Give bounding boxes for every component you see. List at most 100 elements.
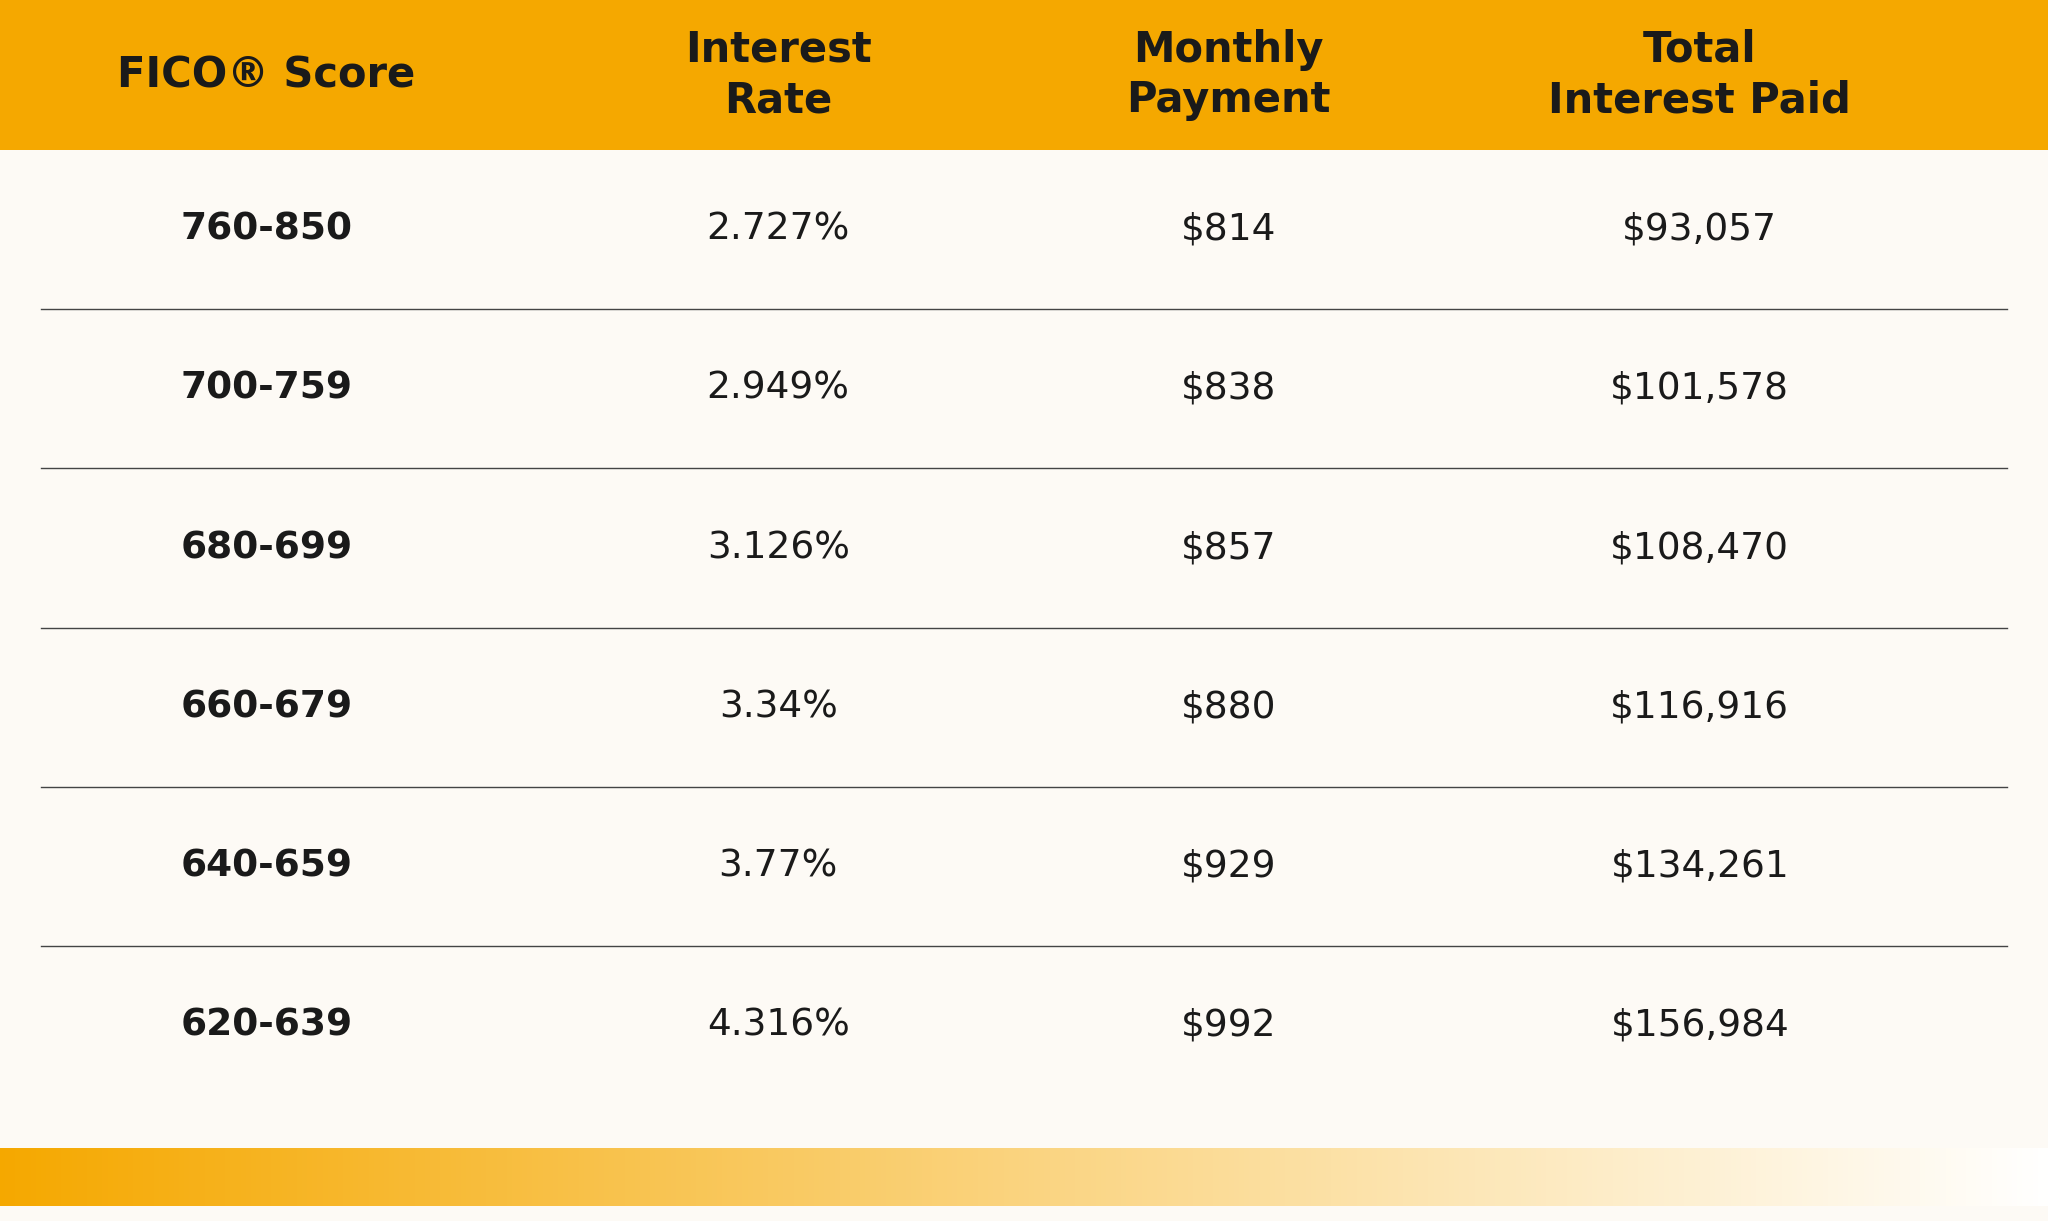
Bar	[737, 1148, 741, 1206]
Bar	[993, 1148, 999, 1206]
Bar	[870, 1148, 877, 1206]
Bar	[528, 1148, 532, 1206]
Bar	[946, 1148, 952, 1206]
Bar	[733, 1148, 737, 1206]
Bar	[236, 1148, 242, 1206]
Bar	[1704, 1148, 1710, 1206]
Bar	[1368, 1148, 1372, 1206]
Bar	[645, 1148, 651, 1206]
Bar	[20, 1148, 25, 1206]
Bar	[1356, 1148, 1362, 1206]
Bar	[1130, 1148, 1137, 1206]
Bar	[16, 1148, 20, 1206]
Bar	[1014, 1148, 1020, 1206]
Bar	[604, 1148, 610, 1206]
Bar	[1894, 1148, 1901, 1206]
Bar	[1505, 1148, 1509, 1206]
Bar	[1260, 1148, 1264, 1206]
Bar	[1372, 1148, 1376, 1206]
Bar	[979, 1148, 983, 1206]
Bar	[184, 1148, 188, 1206]
Bar	[758, 1148, 762, 1206]
Bar	[1198, 1148, 1202, 1206]
Bar	[461, 1148, 467, 1206]
Bar	[1720, 1148, 1724, 1206]
Bar	[250, 1148, 256, 1206]
Bar	[98, 1148, 102, 1206]
Text: 4.316%: 4.316%	[707, 1007, 850, 1044]
Bar	[1122, 1148, 1126, 1206]
Bar	[51, 1148, 57, 1206]
Bar	[1038, 1148, 1044, 1206]
Bar	[1450, 1148, 1454, 1206]
Bar	[1376, 1148, 1382, 1206]
Bar	[1020, 1148, 1024, 1206]
Bar	[659, 1148, 666, 1206]
Bar	[1219, 1148, 1223, 1206]
Bar	[522, 1148, 528, 1206]
Bar	[713, 1148, 717, 1206]
Bar	[823, 1148, 829, 1206]
Bar	[1669, 1148, 1673, 1206]
Bar	[795, 1148, 799, 1206]
Bar	[471, 1148, 475, 1206]
Bar	[119, 1148, 123, 1206]
Bar	[1710, 1148, 1714, 1206]
Bar	[2011, 1148, 2017, 1206]
Bar	[1151, 1148, 1157, 1206]
Bar	[102, 1148, 109, 1206]
Bar	[139, 1148, 143, 1206]
Bar	[584, 1148, 590, 1206]
Bar	[1311, 1148, 1315, 1206]
Bar	[1976, 1148, 1980, 1206]
Text: 660-679: 660-679	[180, 689, 352, 725]
Bar	[365, 1148, 369, 1206]
Bar	[45, 1148, 51, 1206]
Bar	[1341, 1148, 1348, 1206]
Bar	[25, 1148, 31, 1206]
Bar	[369, 1148, 373, 1206]
Bar	[133, 1148, 139, 1206]
Bar	[78, 1148, 82, 1206]
Bar	[440, 1148, 446, 1206]
Text: $929: $929	[1182, 849, 1276, 884]
Bar	[291, 1148, 297, 1206]
Bar	[651, 1148, 655, 1206]
Bar	[1438, 1148, 1444, 1206]
Bar	[782, 1148, 788, 1206]
Text: FICO® Score: FICO® Score	[117, 54, 416, 96]
Bar	[1253, 1148, 1260, 1206]
Bar	[1065, 1148, 1069, 1206]
Bar	[2003, 1148, 2007, 1206]
Bar	[696, 1148, 700, 1206]
Bar	[276, 1148, 283, 1206]
Bar	[2038, 1148, 2042, 1206]
Bar	[625, 1148, 631, 1206]
Bar	[1075, 1148, 1081, 1206]
Bar	[1470, 1148, 1475, 1206]
Bar	[1577, 1148, 1581, 1206]
Bar	[1069, 1148, 1075, 1206]
Bar	[707, 1148, 713, 1206]
Bar	[1516, 1148, 1520, 1206]
Bar	[1696, 1148, 1700, 1206]
Bar	[1147, 1148, 1151, 1206]
Bar	[143, 1148, 150, 1206]
Bar	[768, 1148, 774, 1206]
Bar	[1642, 1148, 1649, 1206]
Bar	[1233, 1148, 1239, 1206]
Bar	[188, 1148, 195, 1206]
Bar	[1567, 1148, 1573, 1206]
Bar	[881, 1148, 885, 1206]
Bar	[420, 1148, 426, 1206]
Bar	[37, 1148, 41, 1206]
Bar	[1540, 1148, 1546, 1206]
Bar	[1921, 1148, 1925, 1206]
Bar	[467, 1148, 471, 1206]
Bar	[1628, 1148, 1634, 1206]
Bar	[557, 1148, 563, 1206]
Bar	[1608, 1148, 1614, 1206]
Bar	[41, 1148, 45, 1206]
Text: 3.34%: 3.34%	[719, 689, 838, 725]
Bar	[1847, 1148, 1853, 1206]
